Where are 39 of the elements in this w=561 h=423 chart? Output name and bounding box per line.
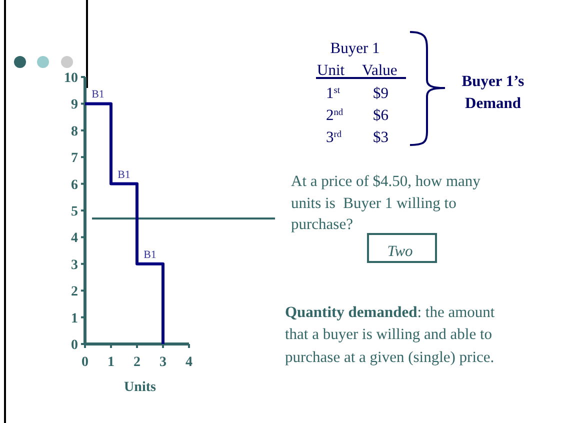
text: $9 xyxy=(373,85,389,102)
text: Quantity demanded xyxy=(285,304,418,321)
x-tick-label: 2 xyxy=(134,355,140,370)
y-tick-label: 2 xyxy=(71,284,78,300)
text: purchase? xyxy=(291,216,354,233)
x-axis-title: Units xyxy=(124,380,156,395)
y-tick-label: 4 xyxy=(71,231,78,246)
text: 1$^{st}$ xyxy=(326,85,340,102)
text: that a buyer is willing and able to xyxy=(285,326,492,343)
text: Buyer 1 xyxy=(330,40,380,57)
x-tick-label: 1 xyxy=(108,355,114,370)
y-tick-label: 7 xyxy=(71,151,78,166)
text: Unit xyxy=(317,62,346,79)
text: Demand xyxy=(465,95,522,112)
y-tick-label: 10 xyxy=(64,71,78,86)
text: purchase at a given (single) price. xyxy=(285,349,494,366)
annotation: B1 xyxy=(118,168,130,181)
text: $6 xyxy=(373,107,389,124)
text: Value xyxy=(362,62,398,79)
y-tick-label: 8 xyxy=(71,124,78,140)
text: Two xyxy=(387,243,414,260)
text: 3$^{rd}$ xyxy=(326,129,342,146)
y-tick-label: 6 xyxy=(71,178,78,193)
text: Buyer 1’s xyxy=(462,73,524,90)
text: units is Buyer 1 willing to xyxy=(291,195,457,212)
text: At a price of $4.50, how many xyxy=(291,173,481,190)
y-tick-label: 0 xyxy=(71,338,78,353)
annotation: B1 xyxy=(92,88,104,101)
y-tick-label: 3 xyxy=(71,258,78,273)
annotation: B1 xyxy=(144,248,156,261)
text: $3 xyxy=(373,129,389,146)
y-tick-label: 9 xyxy=(71,98,78,113)
x-tick-label: 0 xyxy=(82,355,88,370)
text: : the amount xyxy=(417,304,496,321)
text: 2$^{nd}$ xyxy=(326,107,344,124)
y-tick-label: 5 xyxy=(71,204,78,220)
x-tick-label: 3 xyxy=(160,355,166,370)
y-tick-label: 1 xyxy=(71,311,78,326)
x-tick-label: 4 xyxy=(186,355,192,370)
